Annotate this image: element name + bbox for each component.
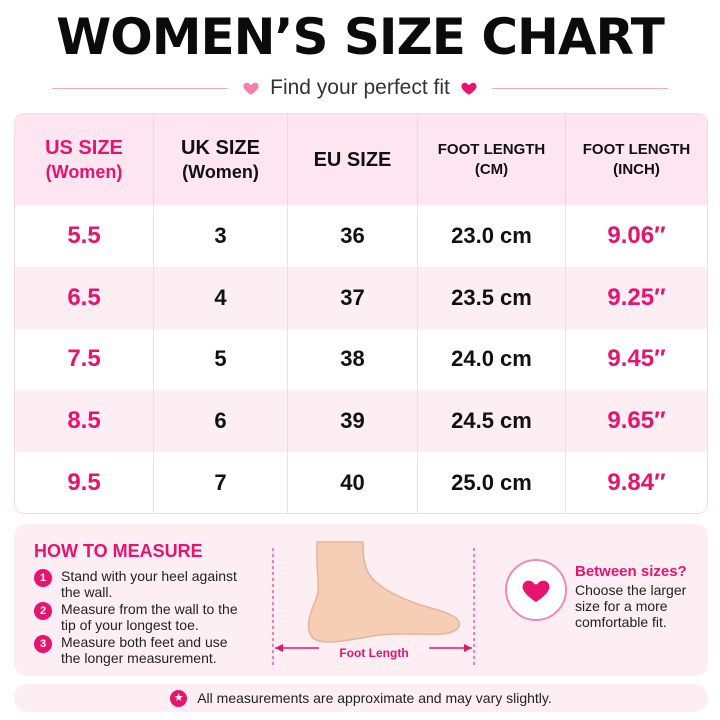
cell-eu: 39 bbox=[288, 390, 418, 453]
cell-inch: 9.25″ bbox=[607, 283, 666, 311]
subtitle-divider-left bbox=[52, 87, 229, 89]
cell-cm: 23.0 cm bbox=[418, 205, 566, 267]
table-row: 6.5 4 37 23.5 cm 9.25″ bbox=[15, 266, 707, 329]
header-uk-size: UK SIZE (Women) bbox=[154, 114, 288, 205]
cell-us: 5.5 bbox=[15, 205, 154, 267]
subtitle: Find your perfect fit bbox=[270, 76, 450, 99]
measure-step: 1 Stand with your heel against the wall. bbox=[34, 568, 244, 600]
cell-uk: 5 bbox=[154, 328, 288, 391]
step-text: Measure both feet and use the longer mea… bbox=[61, 634, 228, 666]
header-label: US SIZE bbox=[45, 136, 123, 159]
cell-uk: 7 bbox=[154, 452, 288, 513]
cell-uk: 3 bbox=[154, 205, 288, 267]
cell-eu: 37 bbox=[288, 266, 418, 329]
cell-uk: 6 bbox=[154, 390, 288, 453]
step-number-badge: 2 bbox=[34, 602, 52, 620]
step-number-badge: 3 bbox=[34, 635, 52, 653]
cell-us: 6.5 bbox=[15, 266, 154, 329]
between-sizes-title: Between sizes? bbox=[575, 563, 687, 580]
table-row: 7.5 5 38 24.0 cm 9.45″ bbox=[15, 328, 707, 391]
subtitle-divider-right bbox=[491, 87, 668, 89]
cell-cm: 25.0 cm bbox=[418, 452, 566, 513]
header-label: FOOT LENGTH bbox=[582, 141, 691, 158]
cell-us: 8.5 bbox=[15, 390, 154, 453]
table-row: 5.5 3 36 23.0 cm 9.06″ bbox=[15, 205, 707, 267]
cell-inch: 9.84″ bbox=[607, 469, 666, 497]
header-sublabel: (INCH) bbox=[613, 160, 660, 178]
header-sublabel: (Women) bbox=[182, 161, 259, 182]
cell-cm: 24.5 cm bbox=[418, 390, 566, 453]
step-number-badge: 1 bbox=[34, 569, 52, 587]
header-foot-length-inch: FOOT LENGTH (INCH) bbox=[566, 114, 707, 205]
table-body: 5.5 3 36 23.0 cm 9.06″ 6.5 4 37 23.5 cm … bbox=[15, 205, 707, 513]
cell-eu: 40 bbox=[288, 452, 418, 513]
cell-inch: 9.65″ bbox=[607, 407, 666, 435]
disclaimer-text: All measurements are approximate and may… bbox=[197, 690, 552, 706]
header-us-size: US SIZE (Women) bbox=[15, 114, 154, 205]
page-title: WOMEN’S SIZE CHART bbox=[56, 8, 665, 66]
cell-cm: 23.5 cm bbox=[418, 266, 566, 329]
heart-icon bbox=[243, 82, 259, 95]
subtitle-group: Find your perfect fit bbox=[228, 76, 492, 100]
heart-icon bbox=[522, 580, 550, 602]
header-label: UK SIZE bbox=[181, 136, 260, 159]
header-sublabel: (CM) bbox=[474, 160, 509, 178]
step-text: Stand with your heel against the wall. bbox=[61, 568, 237, 600]
measure-step: 3 Measure both feet and use the longer m… bbox=[34, 634, 244, 666]
how-to-measure-panel: HOW TO MEASURE 1 Stand with your heel ag… bbox=[14, 524, 708, 676]
measure-step: 2 Measure from the wall to the tip of yo… bbox=[34, 601, 244, 633]
cell-uk: 4 bbox=[154, 266, 288, 329]
header-eu-size: EU SIZE bbox=[288, 114, 418, 205]
header-sublabel: (Women) bbox=[45, 161, 123, 182]
heart-badge bbox=[505, 559, 567, 621]
cell-cm: 24.0 cm bbox=[418, 328, 566, 391]
header-label: EU SIZE bbox=[313, 148, 392, 171]
header-foot-length-cm: FOOT LENGTH (CM) bbox=[418, 114, 566, 205]
cell-eu: 36 bbox=[288, 205, 418, 267]
table-row: 8.5 6 39 24.5 cm 9.65″ bbox=[15, 390, 707, 453]
how-to-measure-title: HOW TO MEASURE bbox=[34, 541, 203, 561]
step-text: Measure from the wall to the tip of your… bbox=[61, 601, 238, 633]
foot-length-label: Foot Length bbox=[319, 646, 429, 660]
between-sizes-text: Choose the larger size for a more comfor… bbox=[575, 582, 687, 630]
disclaimer-note: ★ All measurements are approximate and m… bbox=[14, 684, 708, 712]
cell-inch: 9.45″ bbox=[607, 345, 666, 373]
cell-eu: 38 bbox=[288, 328, 418, 391]
table-header: US SIZE (Women) UK SIZE (Women) EU SIZE … bbox=[15, 114, 707, 205]
size-table: US SIZE (Women) UK SIZE (Women) EU SIZE … bbox=[14, 113, 708, 514]
header-label: FOOT LENGTH bbox=[437, 141, 546, 158]
heart-icon bbox=[461, 82, 477, 95]
subtitle-row: Find your perfect fit bbox=[52, 72, 668, 104]
star-icon: ★ bbox=[170, 689, 188, 707]
cell-us: 7.5 bbox=[15, 328, 154, 391]
cell-inch: 9.06″ bbox=[607, 221, 666, 249]
table-row: 9.5 7 40 25.0 cm 9.84″ bbox=[15, 452, 707, 513]
cell-us: 9.5 bbox=[15, 452, 154, 513]
